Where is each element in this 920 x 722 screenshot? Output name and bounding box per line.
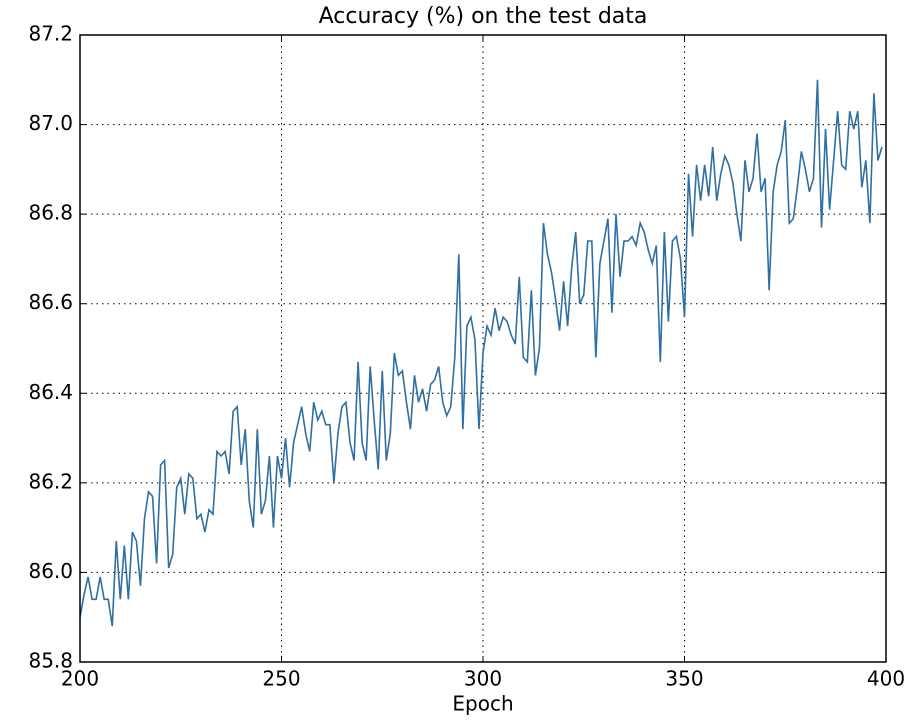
y-tick-label: 86.8 — [28, 201, 73, 225]
y-tick-label: 87.0 — [28, 111, 73, 135]
x-tick-label: 250 — [262, 667, 300, 691]
y-tick-label: 87.2 — [28, 22, 73, 46]
y-tick-label: 85.8 — [28, 649, 73, 673]
y-tick-label: 86.0 — [28, 559, 73, 583]
chart-title: Accuracy (%) on the test data — [319, 4, 648, 29]
x-tick-label: 200 — [61, 667, 99, 691]
x-tick-label: 400 — [867, 667, 905, 691]
data-line — [79, 79, 883, 627]
y-tick-label: 86.6 — [28, 290, 73, 314]
y-tick-label: 86.4 — [28, 380, 73, 404]
x-axis-label: Epoch — [452, 692, 513, 716]
plot-frame — [79, 34, 887, 663]
x-tick-label: 350 — [665, 667, 703, 691]
y-tick-label: 86.2 — [28, 469, 73, 493]
x-tick-label: 300 — [464, 667, 502, 691]
